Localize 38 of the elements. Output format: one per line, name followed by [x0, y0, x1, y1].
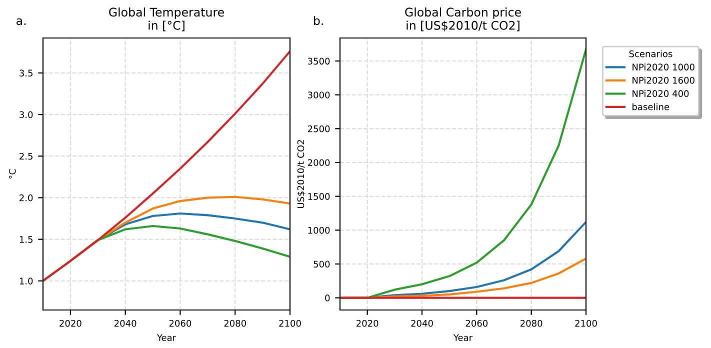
- x-tick-label: 2060: [466, 320, 488, 327]
- y-tick-label: 1.5: [20, 236, 32, 243]
- x-tick-label: 2060: [169, 320, 192, 327]
- y-tick-label: 2500: [308, 125, 330, 132]
- legend-label: NPi2020 400: [632, 90, 689, 97]
- x-axis-title: Year: [156, 334, 176, 342]
- y-tick-label: 2.5: [20, 152, 32, 160]
- y-tick-label: 3500: [308, 58, 330, 65]
- line-series: [43, 50, 290, 282]
- legend-label: NPi2020 1600: [632, 76, 694, 84]
- x-tick-label: 2020: [356, 320, 378, 327]
- y-tick-label: 3000: [308, 92, 330, 98]
- y-axis-title: US$2010/t CO2: [297, 140, 306, 208]
- x-tick-label: 2080: [224, 320, 246, 327]
- y-tick-label: 1000: [308, 226, 330, 234]
- y-tick-label: 0: [325, 294, 330, 302]
- x-axis-title: Year: [453, 334, 473, 342]
- chart-title: Global Carbon price in [US$2010/t CO2]: [405, 7, 521, 32]
- legend-title: Scenarios: [629, 50, 672, 58]
- chart-title: Global Temperature in [°C]: [109, 7, 224, 32]
- x-tick-label: 2040: [411, 320, 433, 327]
- x-tick-label: 2020: [60, 320, 82, 327]
- y-tick-label: 1.0: [20, 278, 33, 284]
- y-tick-label: 3.5: [20, 70, 32, 76]
- y-tick-label: 3.0: [20, 111, 33, 118]
- y-tick-label: 500: [314, 260, 330, 268]
- x-tick-label: 2100: [575, 320, 597, 327]
- legend-label: NPi2020 1000: [632, 63, 694, 70]
- y-axis-title: °C: [8, 169, 16, 179]
- y-tick-label: 2000: [308, 159, 330, 166]
- x-tick-label: 2080: [520, 320, 542, 327]
- legend-label: baseline: [632, 103, 670, 110]
- y-tick-label: 1500: [308, 193, 330, 200]
- y-tick-label: 2.0: [20, 194, 33, 202]
- x-tick-label: 2100: [279, 320, 301, 327]
- text: a.: [16, 18, 26, 26]
- text: b.: [314, 16, 323, 26]
- x-tick-label: 2040: [114, 320, 136, 327]
